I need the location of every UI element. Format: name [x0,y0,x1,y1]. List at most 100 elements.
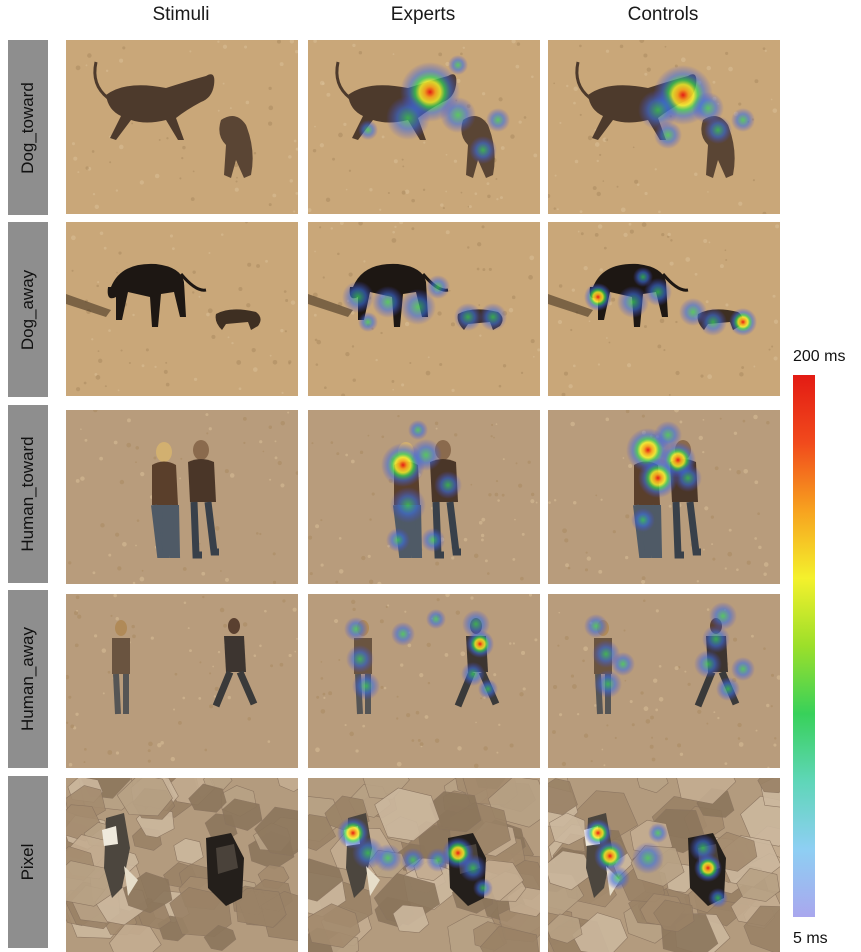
heat-blob [426,609,446,629]
panel-human-toward-stimuli [66,410,298,584]
heat-blob [469,136,497,164]
row-label-human-away: Human_away [8,590,48,768]
column-header-experts: Experts [390,4,456,25]
heat-blob [386,96,430,140]
heat-blob [386,528,410,552]
heat-blob [584,819,612,847]
heat-blob [606,866,630,890]
heat-blob [633,267,653,287]
heat-blob [473,878,493,898]
panel-human-toward-controls [548,410,780,584]
panel-image [308,778,540,952]
panel-image [308,222,540,396]
panel-image [66,778,298,952]
heat-blob [454,303,482,331]
heat-blob [674,464,702,492]
panel-image [548,594,780,768]
panel-dog-away-experts [308,222,540,396]
heat-blob [459,854,487,882]
heat-blob [716,677,740,701]
heat-blob [611,652,635,676]
heat-blob [440,97,476,133]
heat-blob [372,286,404,318]
row-label-human-toward: Human_toward [8,405,48,583]
heat-blob [654,421,682,449]
heat-blob [729,308,757,336]
panel-image [548,778,780,952]
column-header-stimuli: Stimuli [152,4,210,25]
heat-blob [426,275,450,299]
heat-blob [479,303,507,331]
panel-image [308,40,540,214]
heat-blob [448,55,468,75]
panel-human-away-controls [548,594,780,768]
heat-blob [374,844,402,872]
heat-blob [708,888,728,908]
heat-blob [344,617,368,641]
heat-blob [694,854,722,882]
heat-blob [709,602,737,630]
column-header-controls: Controls [627,4,699,25]
panel-image [548,40,780,214]
heat-blob [410,439,442,471]
panel-image [548,410,780,584]
heat-blob [408,420,428,440]
heat-blob [702,625,730,653]
panel-dog-toward-stimuli [66,40,298,214]
panel-image [66,594,298,768]
heat-blob [632,842,664,874]
heat-blob [699,308,727,336]
heat-blob [390,487,426,523]
panel-human-toward-experts [308,410,540,584]
heat-blob [584,283,612,311]
heat-blob [461,662,485,686]
heat-blob [391,622,415,646]
panel-dog-away-controls [548,222,780,396]
heat-blob [342,281,374,313]
heat-blob [594,840,626,872]
panel-dog-away-stimuli [66,222,298,396]
heat-blob [352,672,380,700]
panel-human-away-stimuli [66,594,298,768]
row-label-dog-toward: Dog_toward [8,40,48,215]
panel-dog-toward-experts [308,40,540,214]
heat-blob [434,471,462,499]
panel-image [66,222,298,396]
heat-blob [631,508,655,532]
panel-image [66,40,298,214]
heat-blob [704,116,732,144]
colorbar-min-label: 5 ms [793,930,828,947]
heat-blob [731,657,755,681]
heat-blob [466,630,494,658]
row-label-pixel: Pixel [8,776,48,948]
heat-blob [654,121,682,149]
panel-image [308,410,540,584]
panel-human-away-experts [308,594,540,768]
panel-pixel-controls [548,778,780,952]
heat-blob [638,458,678,498]
heat-blob [478,679,498,699]
panel-image [548,222,780,396]
panel-dog-toward-controls [548,40,780,214]
colorbar [793,375,815,917]
heat-blob [648,823,668,843]
heat-blob [644,278,672,306]
panel-pixel-stimuli [66,778,298,952]
heat-blob [346,645,374,673]
row-label-dog-away: Dog_away [8,222,48,397]
heat-blob [638,90,678,130]
heat-blob [584,614,608,638]
colorbar-max-label: 200 ms [793,348,846,365]
panel-image [66,410,298,584]
heat-blob [400,289,436,325]
heat-blob [692,92,724,124]
heat-blob [401,848,425,872]
heat-blob [594,670,622,698]
heat-blob [731,108,755,132]
heat-blob [694,650,722,678]
heat-blob [617,286,649,318]
heat-blob [358,120,378,140]
panel-pixel-experts [308,778,540,952]
panel-image [308,594,540,768]
heat-blob [358,312,378,332]
